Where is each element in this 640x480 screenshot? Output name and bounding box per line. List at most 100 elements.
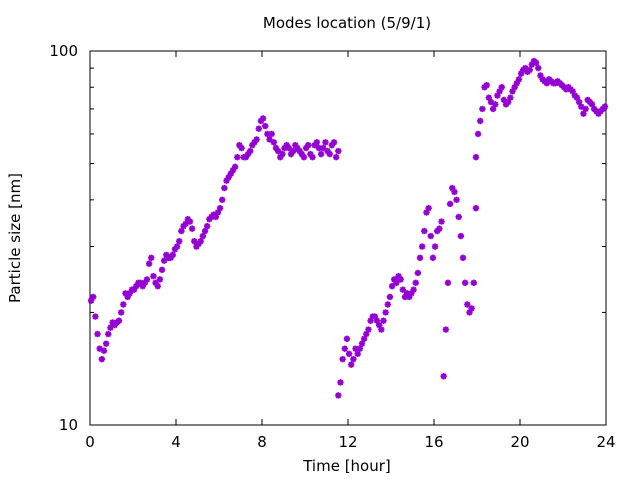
data-point	[472, 154, 480, 161]
data-point	[373, 317, 381, 324]
y-axis-label: Particle size [nm]	[6, 173, 24, 303]
data-point	[474, 130, 482, 138]
data-point	[573, 94, 581, 101]
data-point	[526, 66, 533, 74]
data-point	[148, 254, 155, 261]
data-point	[255, 125, 262, 132]
data-point	[470, 279, 477, 287]
data-point	[324, 147, 331, 155]
data-point	[429, 254, 437, 261]
x-tick-label: 4	[171, 433, 181, 451]
data-point	[464, 301, 471, 308]
data-point	[195, 240, 202, 248]
data-point	[163, 251, 170, 259]
data-point	[246, 147, 254, 155]
data-point	[365, 326, 372, 333]
data-point	[197, 238, 204, 245]
data-point	[483, 82, 490, 89]
data-point	[406, 293, 413, 301]
data-point	[216, 204, 224, 212]
data-point	[416, 254, 424, 261]
data-point	[582, 105, 589, 113]
data-point	[317, 150, 325, 158]
data-point	[382, 309, 389, 316]
data-point	[139, 283, 146, 290]
data-point	[326, 150, 333, 158]
data-point	[479, 105, 486, 113]
data-point	[171, 246, 179, 253]
data-point	[436, 225, 443, 232]
data-point	[401, 293, 409, 301]
data-point	[421, 227, 428, 235]
data-point	[371, 313, 379, 320]
data-point	[453, 196, 460, 204]
chart-title: Modes location (5/9/1)	[263, 14, 431, 32]
tick-labels: 0 4 8 12 16 20 24 10 100	[49, 42, 615, 451]
y-tick-label: 100	[49, 42, 78, 60]
data-point	[111, 321, 118, 329]
data-point	[498, 84, 505, 91]
data-point	[513, 80, 520, 87]
data-point	[249, 141, 256, 149]
data-point	[363, 330, 370, 338]
data-point	[182, 220, 189, 228]
data-point	[397, 276, 404, 283]
data-point	[472, 204, 480, 212]
data-point	[137, 279, 144, 287]
data-point	[431, 243, 439, 250]
data-point	[408, 290, 415, 297]
data-point	[535, 64, 542, 72]
data-point	[141, 279, 149, 287]
data-point	[96, 345, 103, 352]
data-point	[440, 373, 447, 380]
data-point	[449, 184, 456, 192]
data-point	[601, 103, 609, 110]
data-point	[423, 209, 430, 216]
data-point	[98, 355, 106, 363]
x-tick-label: 8	[257, 433, 267, 451]
x-tick-label: 12	[338, 433, 357, 451]
data-point	[446, 200, 454, 208]
data-point	[395, 272, 402, 280]
data-point	[191, 238, 198, 245]
data-point	[203, 223, 211, 230]
data-point	[285, 144, 293, 152]
data-point	[343, 335, 351, 343]
data-point	[126, 290, 133, 297]
data-point	[305, 141, 312, 149]
data-point	[253, 136, 260, 143]
data-point	[212, 213, 219, 221]
data-point	[345, 350, 353, 358]
data-point	[292, 141, 299, 149]
data-point	[515, 76, 523, 83]
data-point	[537, 72, 544, 79]
data-point	[511, 84, 518, 91]
data-point	[107, 324, 114, 331]
data-point	[335, 147, 342, 155]
data-point	[352, 345, 359, 352]
data-point	[242, 154, 250, 161]
data-point	[332, 154, 340, 161]
data-point	[296, 147, 303, 155]
data-point	[500, 96, 508, 104]
data-points	[87, 57, 609, 399]
data-point	[328, 141, 336, 149]
data-point	[457, 232, 465, 240]
data-point	[489, 105, 497, 113]
data-point	[143, 276, 151, 283]
data-point	[169, 251, 176, 259]
data-point	[386, 293, 394, 301]
data-point	[459, 254, 467, 261]
data-point	[281, 144, 288, 152]
data-point	[100, 347, 108, 354]
data-point	[238, 144, 245, 152]
data-point	[307, 150, 314, 158]
data-point	[375, 321, 383, 329]
data-point	[543, 80, 551, 87]
data-point	[199, 232, 207, 240]
data-point	[532, 59, 540, 66]
data-point	[509, 88, 516, 95]
data-point	[223, 177, 230, 184]
data-point	[575, 98, 583, 106]
data-point	[414, 269, 422, 277]
